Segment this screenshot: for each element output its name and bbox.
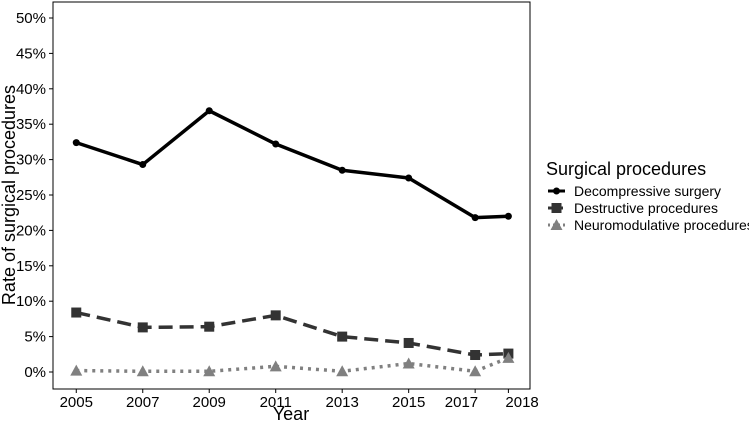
legend-key-marker <box>551 203 562 213</box>
series-line <box>75 108 509 220</box>
series-layer <box>70 107 515 377</box>
y-tick-label: 45% <box>16 45 46 62</box>
data-point <box>336 365 349 377</box>
data-point <box>405 174 413 182</box>
data-point <box>72 139 80 147</box>
data-point <box>269 360 282 372</box>
y-tick-label: 20% <box>16 222 46 239</box>
y-tick-label: 10% <box>16 293 46 310</box>
data-point <box>471 214 479 222</box>
y-tick-label: 0% <box>24 364 46 381</box>
data-point <box>272 140 280 148</box>
y-axis-title: Rate of surgical procedures <box>0 85 19 305</box>
legend-label: Decompressive surgery <box>574 183 721 199</box>
legend-label: Destructive procedures <box>574 200 718 216</box>
data-point <box>71 307 82 318</box>
data-point <box>70 364 83 376</box>
legend-key-marker <box>553 187 560 195</box>
y-tick-label: 25% <box>16 187 46 204</box>
plot-panel <box>52 1 531 390</box>
x-axis: 2005 2007 2009 2011 2013 2015 2017 2018 <box>60 389 539 411</box>
y-tick-label: 30% <box>16 152 46 169</box>
data-point <box>139 161 147 169</box>
data-point <box>203 365 216 377</box>
legend-title: Surgical procedures <box>546 159 706 179</box>
data-point <box>338 166 346 174</box>
legend-label: Neuromodulative procedures <box>574 217 749 233</box>
data-point <box>403 337 414 348</box>
y-tick-label: 35% <box>16 116 46 133</box>
data-point <box>502 351 515 363</box>
y-tick-label: 40% <box>16 81 46 98</box>
x-tick-label: 2017 <box>445 394 478 411</box>
series-1 <box>72 107 512 222</box>
data-point <box>136 365 149 377</box>
legend-key-marker <box>550 219 563 230</box>
series-3 <box>70 351 515 377</box>
data-point <box>470 350 481 361</box>
series-line <box>75 310 509 357</box>
x-tick-label: 2011 <box>260 394 292 411</box>
data-point <box>205 107 213 115</box>
legend: Surgical procedures Decompressive surger… <box>546 159 749 233</box>
x-tick-label: 2015 <box>392 394 425 411</box>
data-point <box>504 212 512 220</box>
data-point <box>337 331 348 342</box>
x-tick-label: 2018 <box>505 394 538 411</box>
data-point <box>270 310 281 321</box>
data-point <box>402 357 415 369</box>
data-point <box>204 321 215 332</box>
x-tick-label: 2013 <box>326 394 359 411</box>
x-tick-label: 2009 <box>193 394 226 411</box>
x-axis-title: Year <box>273 404 309 424</box>
data-point <box>469 365 482 377</box>
series-line <box>76 356 510 374</box>
y-axis: 0% 5% 10% 15% 20% 25% 30% 35% 40% 45% 50% <box>16 10 53 381</box>
x-tick-label: 2007 <box>126 394 159 411</box>
y-tick-label: 50% <box>16 10 46 27</box>
y-tick-label: 5% <box>24 329 46 346</box>
data-point <box>137 322 148 333</box>
x-tick-label: 2005 <box>60 394 93 411</box>
y-tick-label: 15% <box>16 258 46 275</box>
